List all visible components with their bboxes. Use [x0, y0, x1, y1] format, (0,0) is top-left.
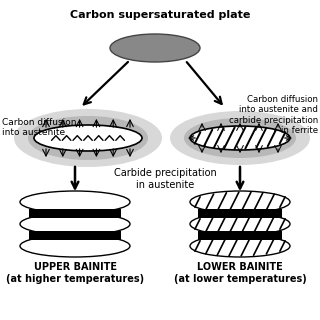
Ellipse shape	[190, 235, 290, 257]
Text: Carbon supersaturated plate: Carbon supersaturated plate	[70, 10, 250, 20]
Ellipse shape	[110, 34, 200, 62]
Ellipse shape	[20, 213, 130, 235]
Bar	[29, 209, 121, 218]
Ellipse shape	[184, 118, 296, 158]
Bar	[198, 209, 282, 218]
Ellipse shape	[20, 235, 130, 257]
Bar	[29, 231, 121, 240]
Text: LOWER BAINITE
(at lower temperatures): LOWER BAINITE (at lower temperatures)	[174, 262, 306, 284]
Ellipse shape	[14, 109, 162, 167]
Ellipse shape	[34, 125, 142, 151]
Text: Carbon diffusion
into austenite: Carbon diffusion into austenite	[2, 118, 76, 137]
Text: UPPER BAINITE
(at higher temperatures): UPPER BAINITE (at higher temperatures)	[6, 262, 144, 284]
Ellipse shape	[190, 126, 290, 150]
Text: Carbon diffusion
into austenite and
carbide precipitation
in ferrite: Carbon diffusion into austenite and carb…	[229, 95, 318, 135]
Ellipse shape	[20, 191, 130, 213]
Bar	[198, 231, 282, 240]
Ellipse shape	[190, 213, 290, 235]
Ellipse shape	[170, 111, 310, 165]
Text: Carbide precipitation
in austenite: Carbide precipitation in austenite	[114, 168, 216, 189]
Ellipse shape	[28, 116, 148, 160]
Ellipse shape	[190, 191, 290, 213]
